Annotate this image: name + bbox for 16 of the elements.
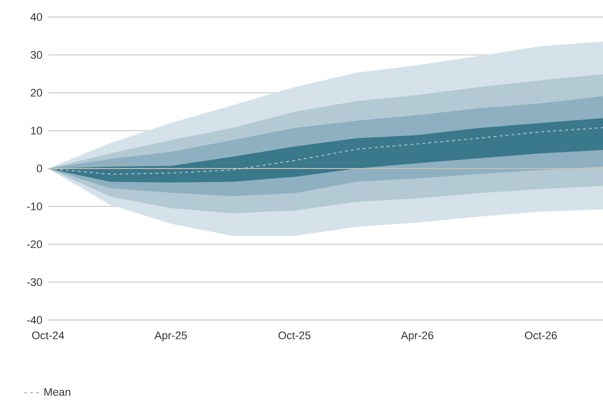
x-tick-label: Oct-25 (278, 332, 310, 340)
y-tick-label: -20 (27, 240, 42, 248)
line-series (47, 127, 603, 175)
legend-label: Mean (44, 388, 70, 396)
x-tick-label: Oct-24 (32, 332, 64, 340)
y-tick-label: 0 (36, 164, 42, 172)
y-tick-label: 30 (30, 51, 42, 59)
y-tick-label: 20 (30, 88, 42, 97)
x-tick-label: Oct-26 (524, 332, 557, 340)
x-tick-label: Apr-26 (400, 332, 434, 342)
y-tick-label: -30 (27, 278, 42, 286)
y-tick-label: 10 (31, 126, 42, 135)
y-tick-label: -10 (27, 202, 42, 210)
y-tick-label: -40 (27, 316, 42, 324)
x-tick-label: Apr-25 (154, 332, 187, 342)
y-tick-label: 40 (30, 13, 42, 21)
